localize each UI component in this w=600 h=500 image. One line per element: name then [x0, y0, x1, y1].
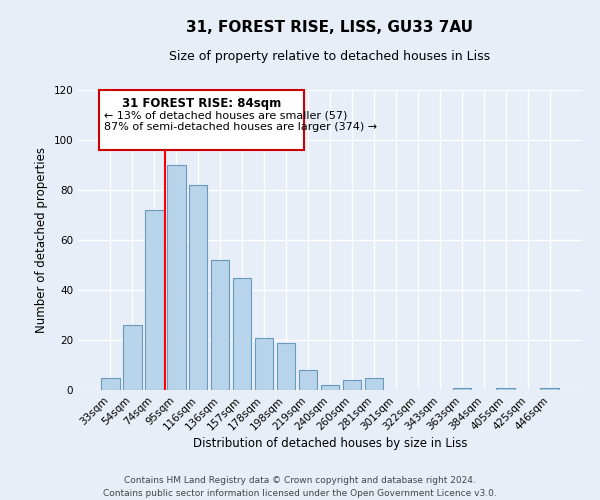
Bar — [452, 388, 471, 390]
Text: 87% of semi-detached houses are larger (374) →: 87% of semi-detached houses are larger (… — [104, 122, 377, 132]
Text: 31, FOREST RISE, LISS, GU33 7AU: 31, FOREST RISE, LISS, GU33 7AU — [187, 20, 473, 35]
Bar — [343, 380, 361, 390]
FancyBboxPatch shape — [99, 90, 304, 150]
Text: 31 FOREST RISE: 84sqm: 31 FOREST RISE: 84sqm — [122, 98, 281, 110]
Bar — [299, 370, 317, 390]
Text: Size of property relative to detached houses in Liss: Size of property relative to detached ho… — [169, 50, 491, 63]
Bar — [101, 378, 119, 390]
Text: Contains public sector information licensed under the Open Government Licence v3: Contains public sector information licen… — [103, 488, 497, 498]
X-axis label: Distribution of detached houses by size in Liss: Distribution of detached houses by size … — [193, 438, 467, 450]
Bar — [145, 210, 164, 390]
Bar — [255, 338, 274, 390]
Bar — [365, 378, 383, 390]
Bar — [496, 388, 515, 390]
Bar — [233, 278, 251, 390]
Y-axis label: Number of detached properties: Number of detached properties — [35, 147, 48, 333]
Bar — [277, 342, 295, 390]
Bar — [541, 388, 559, 390]
Bar — [167, 165, 185, 390]
Bar — [189, 185, 208, 390]
Text: ← 13% of detached houses are smaller (57): ← 13% of detached houses are smaller (57… — [104, 110, 347, 120]
Text: Contains HM Land Registry data © Crown copyright and database right 2024.: Contains HM Land Registry data © Crown c… — [124, 476, 476, 485]
Bar — [123, 325, 142, 390]
Bar — [211, 260, 229, 390]
Bar — [320, 385, 340, 390]
